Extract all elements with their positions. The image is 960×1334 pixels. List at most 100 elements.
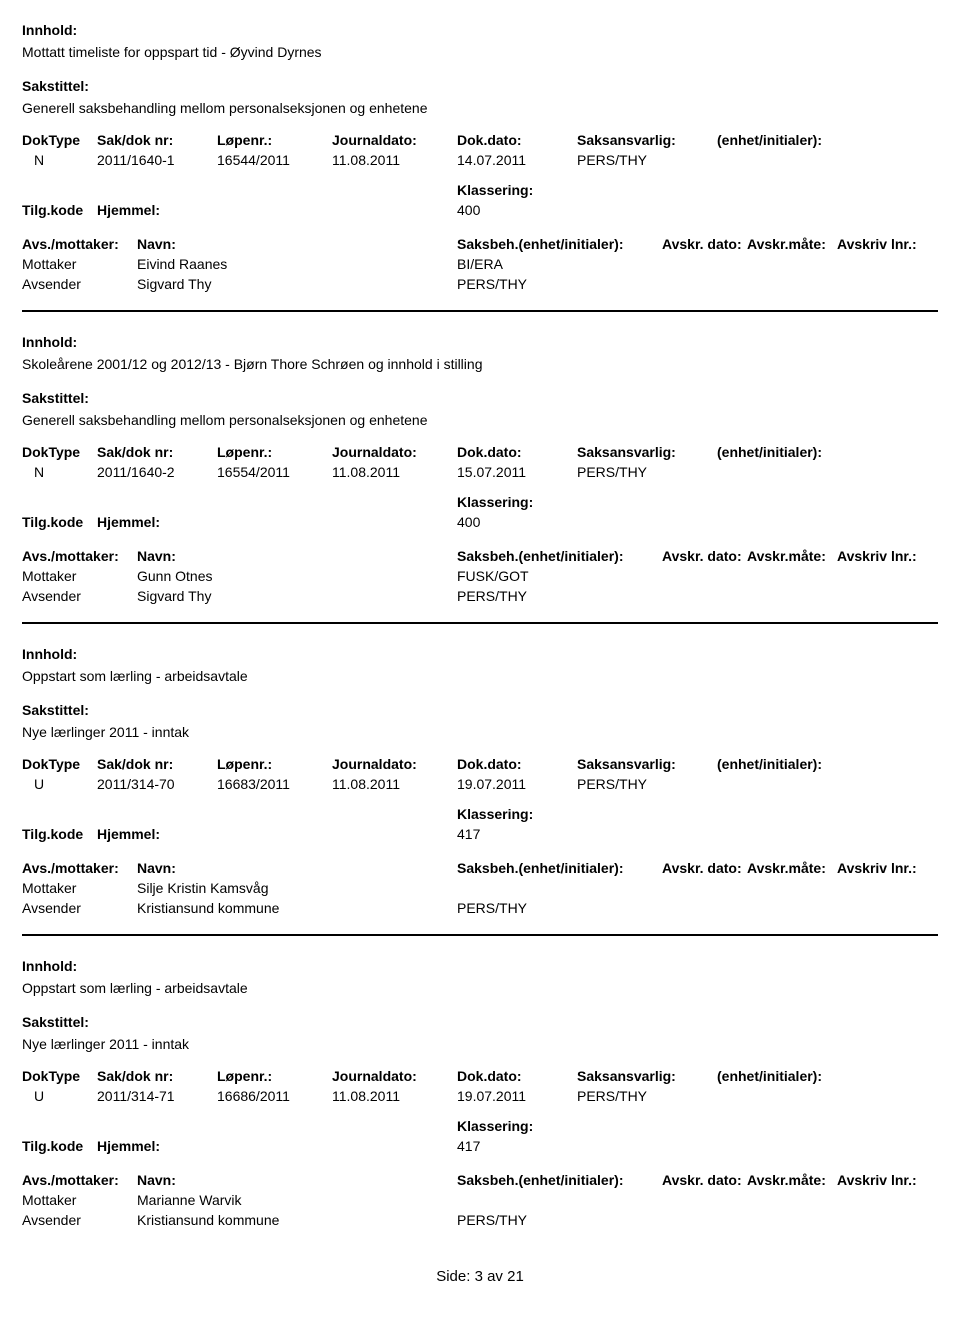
sakdoknr-header: Sak/dok nr: [97, 756, 217, 772]
saksansvarlig-value: PERS/THY [577, 776, 717, 792]
dokdato-header: Dok.dato: [457, 756, 577, 772]
klassering-value: 400 [457, 202, 938, 218]
sakdoknr-value: 2011/314-71 [97, 1088, 217, 1104]
journaldato-header: Journaldato: [332, 132, 457, 148]
journal-record: Innhold:Mottatt timeliste for oppspart t… [22, 22, 938, 292]
journal-record: Innhold: Oppstart som lærling - arbeidsav… [22, 646, 938, 916]
journaldato-value: 11.08.2011 [332, 464, 457, 480]
doktype-header: DokType [22, 1068, 97, 1084]
saksbeh-label: Saksbeh.(enhet/initialer): [457, 860, 662, 876]
saksbeh-label: Saksbeh.(enhet/initialer): [457, 548, 662, 564]
party-name: Sigvard Thy [137, 276, 457, 292]
sakstittel-value: Generell saksbehandling mellom personals… [22, 412, 938, 428]
party-name: Gunn Otnes [137, 568, 457, 584]
column-values: N 2011/1640-2 16554/2011 11.08.2011 15.0… [22, 464, 938, 480]
saksansvarlig-header: Saksansvarlig: [577, 132, 717, 148]
party-row: Avsender Sigvard Thy PERS/THY [22, 588, 938, 604]
lopenr-value: 16686/2011 [217, 1088, 332, 1104]
party-role: Avsender [22, 1212, 137, 1228]
record-divider [22, 934, 938, 936]
klassering-row: Klassering: [22, 1118, 938, 1134]
party-unit: BI/ERA [457, 256, 938, 272]
tilgkode-label: Tilg.kode [22, 202, 97, 218]
party-row: Avsender Sigvard Thy PERS/THY [22, 276, 938, 292]
dokdato-header: Dok.dato: [457, 444, 577, 460]
party-unit: PERS/THY [457, 1212, 938, 1228]
doktype-value: N [22, 464, 97, 480]
sakstittel-label: Sakstittel: [22, 702, 938, 718]
party-name: Sigvard Thy [137, 588, 457, 604]
avs-mottaker-headers: Avs./mottaker: Navn: Saksbeh.(enhet/init… [22, 548, 938, 564]
innhold-label: Innhold: [22, 646, 938, 662]
tilgkode-label: Tilg.kode [22, 826, 97, 842]
party-role: Mottaker [22, 880, 137, 896]
enhet-initialer-header: (enhet/initialer): [717, 444, 938, 460]
enhet-initialer-header: (enhet/initialer): [717, 132, 938, 148]
lopenr-header: Løpenr.: [217, 756, 332, 772]
tilg-hjemmel-row: Tilg.kode Hjemmel: 400 [22, 202, 938, 218]
navn-label: Navn: [137, 860, 457, 876]
party-unit: FUSK/GOT [457, 568, 938, 584]
doktype-header: DokType [22, 756, 97, 772]
party-name: Silje Kristin Kamsvåg [137, 880, 457, 896]
party-row: Mottaker Marianne Warvik [22, 1192, 938, 1208]
avskr-dato-label: Avskr. dato: [662, 236, 747, 252]
party-role: Avsender [22, 900, 137, 916]
sakdoknr-value: 2011/1640-2 [97, 464, 217, 480]
lopenr-value: 16544/2011 [217, 152, 332, 168]
dokdato-value: 19.07.2011 [457, 1088, 577, 1104]
party-role: Mottaker [22, 256, 137, 272]
journaldato-value: 11.08.2011 [332, 776, 457, 792]
record-divider [22, 310, 938, 312]
innhold-label: Innhold: [22, 334, 938, 350]
avs-mottaker-headers: Avs./mottaker: Navn: Saksbeh.(enhet/init… [22, 1172, 938, 1188]
column-headers: DokType Sak/dok nr: Løpenr.: Journaldato… [22, 444, 938, 460]
klassering-label: Klassering: [457, 182, 938, 198]
sakdoknr-value: 2011/314-70 [97, 776, 217, 792]
hjemmel-label: Hjemmel: [97, 202, 457, 218]
party-role: Mottaker [22, 568, 137, 584]
lopenr-value: 16683/2011 [217, 776, 332, 792]
hjemmel-label: Hjemmel: [97, 1138, 457, 1154]
sakdoknr-header: Sak/dok nr: [97, 1068, 217, 1084]
dokdato-value: 15.07.2011 [457, 464, 577, 480]
klassering-value: 417 [457, 826, 938, 842]
sakdoknr-value: 2011/1640-1 [97, 152, 217, 168]
party-role: Avsender [22, 276, 137, 292]
doktype-value: N [22, 152, 97, 168]
avs-mottaker-headers: Avs./mottaker: Navn: Saksbeh.(enhet/init… [22, 860, 938, 876]
innhold-value: Oppstart som lærling - arbeidsavtale [22, 668, 938, 684]
journaldato-header: Journaldato: [332, 1068, 457, 1084]
party-unit: PERS/THY [457, 588, 938, 604]
tilgkode-label: Tilg.kode [22, 1138, 97, 1154]
party-unit [457, 880, 938, 896]
klassering-label: Klassering: [457, 494, 938, 510]
innhold-label: Innhold: [22, 958, 938, 974]
dokdato-value: 14.07.2011 [457, 152, 577, 168]
journaldato-value: 11.08.2011 [332, 152, 457, 168]
avskr-dato-label: Avskr. dato: [662, 1172, 747, 1188]
saksbeh-label: Saksbeh.(enhet/initialer): [457, 1172, 662, 1188]
dokdato-header: Dok.dato: [457, 1068, 577, 1084]
avskriv-lnr-label: Avskriv lnr.: [837, 1172, 938, 1188]
avs-mottaker-label: Avs./mottaker: [22, 548, 137, 564]
sakstittel-value: Nye lærlinger 2011 - inntak [22, 1036, 938, 1052]
party-row: Avsender Kristiansund kommune PERS/THY [22, 1212, 938, 1228]
saksbeh-label: Saksbeh.(enhet/initialer): [457, 236, 662, 252]
avskr-mate-label: Avskr.måte: [747, 860, 837, 876]
saksansvarlig-value: PERS/THY [577, 1088, 717, 1104]
party-name: Kristiansund kommune [137, 900, 457, 916]
sakdoknr-header: Sak/dok nr: [97, 444, 217, 460]
hjemmel-label: Hjemmel: [97, 826, 457, 842]
journal-record: Innhold: Skoleårene 2001/12 og 2012/13 - … [22, 334, 938, 604]
page-footer: Side: 3 av 21 [22, 1268, 938, 1285]
innhold-value: Skoleårene 2001/12 og 2012/13 - Bjørn Th… [22, 356, 938, 372]
klassering-label: Klassering: [457, 1118, 938, 1134]
avs-mottaker-headers: Avs./mottaker: Navn: Saksbeh.(enhet/init… [22, 236, 938, 252]
party-unit: PERS/THY [457, 900, 938, 916]
column-headers: DokType Sak/dok nr: Løpenr.: Journaldato… [22, 132, 938, 148]
hjemmel-label: Hjemmel: [97, 514, 457, 530]
doktype-header: DokType [22, 132, 97, 148]
sakstittel-label: Sakstittel: [22, 78, 938, 94]
party-unit [457, 1192, 938, 1208]
